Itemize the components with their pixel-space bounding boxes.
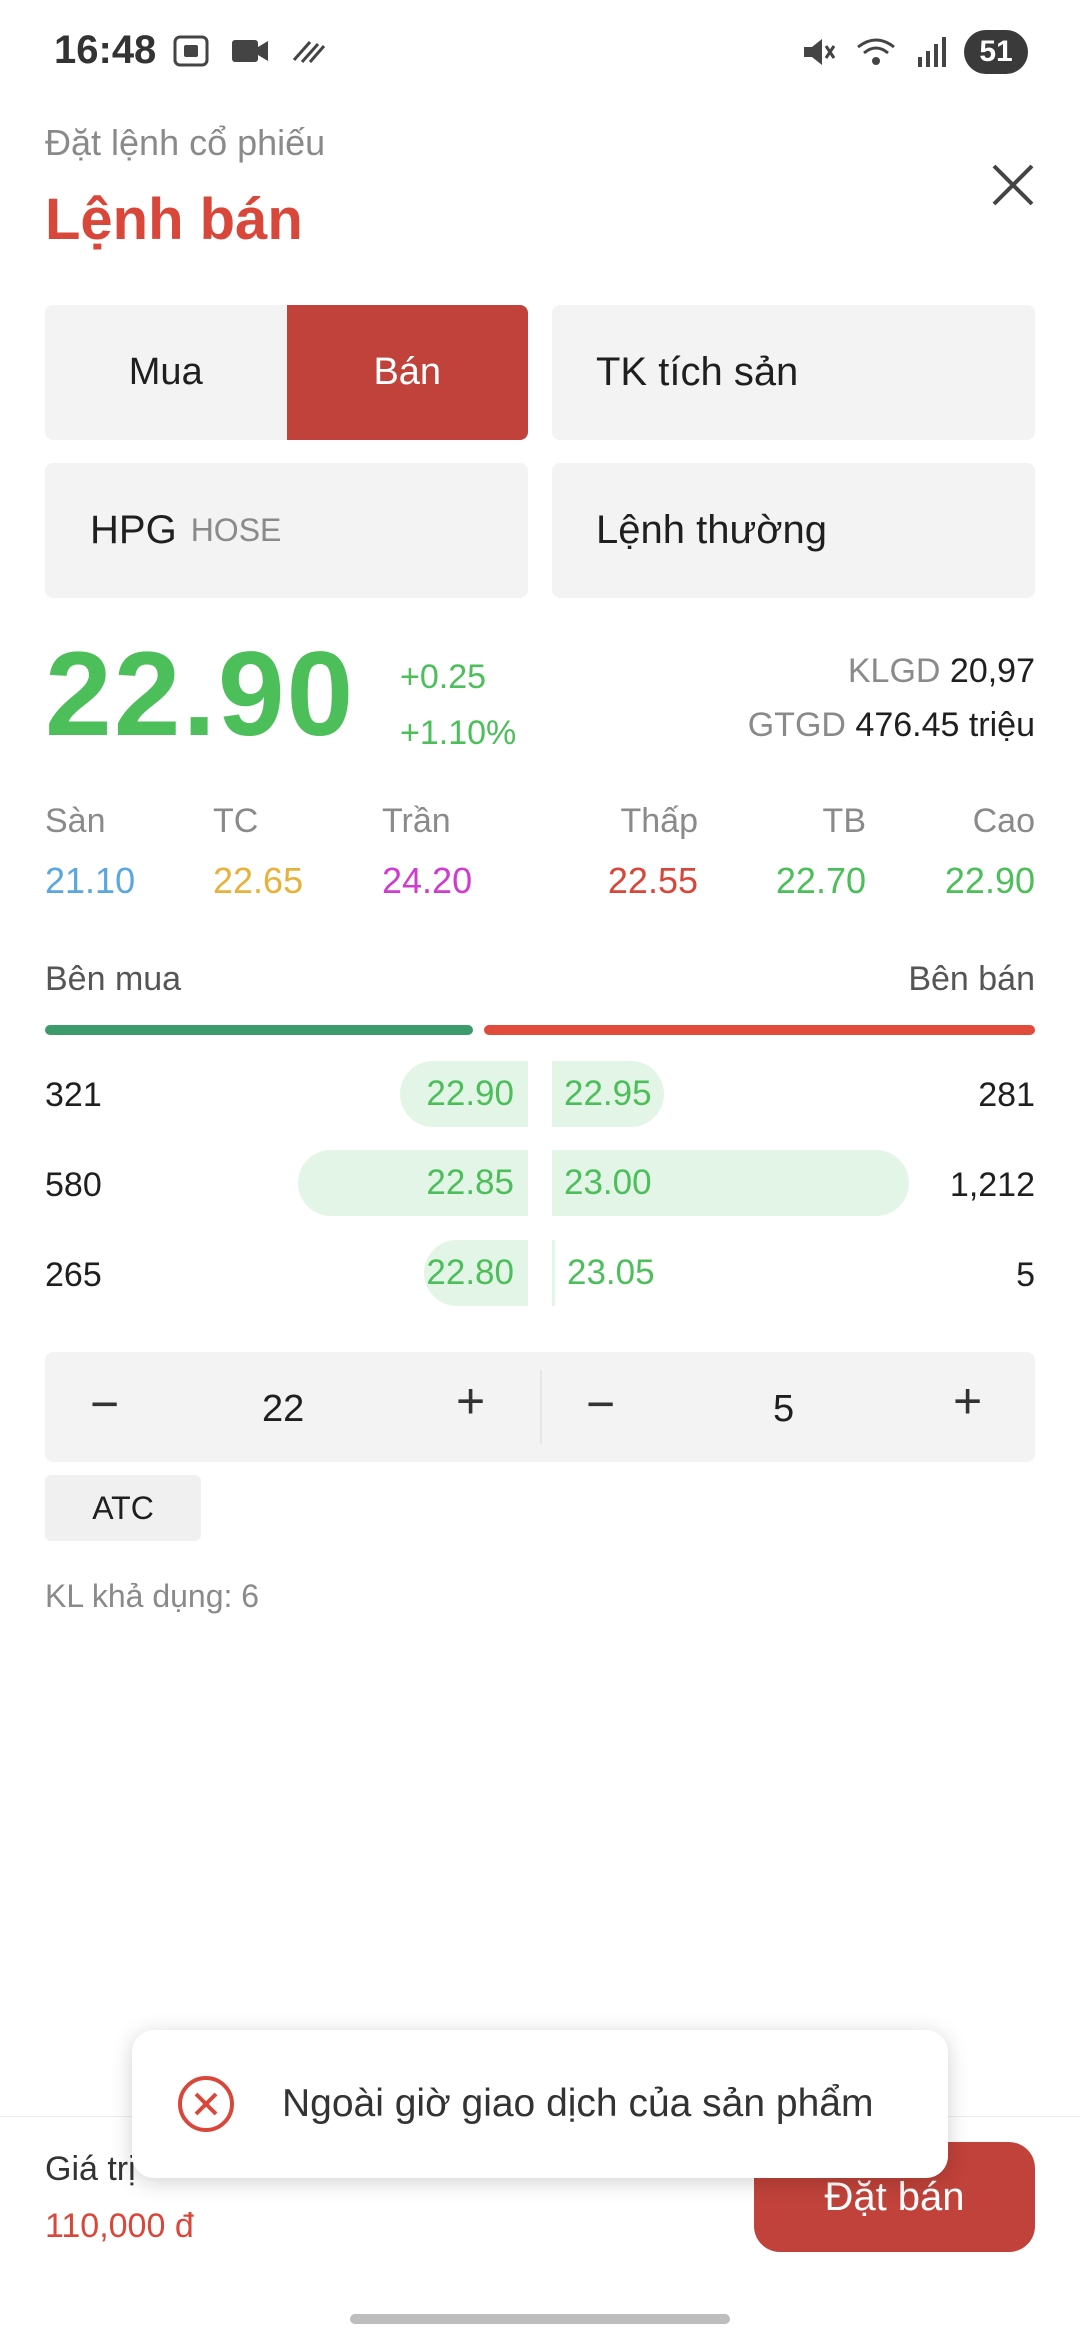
- sell-ratio-bar: [484, 1025, 1035, 1035]
- gtgd-label: GTGD: [747, 706, 846, 744]
- ref-value-floor: 21.10: [45, 860, 136, 901]
- ref-value-low: 22.55: [607, 860, 698, 901]
- sell-volume-1: 281: [978, 1076, 1035, 1114]
- gtgd-value: 476.45 triệu: [855, 706, 1035, 744]
- buy-price-2[interactable]: 22.85: [298, 1150, 528, 1216]
- atc-button[interactable]: ATC: [45, 1475, 201, 1541]
- order-value-amount: 110,000 đ: [45, 2207, 194, 2245]
- sell-volume-2: 1,212: [949, 1166, 1035, 1204]
- qty-minus-button[interactable]: −: [586, 1376, 616, 1432]
- buy-tab[interactable]: Mua: [128, 351, 203, 393]
- buy-volume-2: 580: [45, 1166, 102, 1204]
- sell-price-3[interactable]: 23.05: [552, 1240, 672, 1306]
- sell-volume-3: 5: [1016, 1256, 1035, 1294]
- error-circle-icon: [178, 2076, 234, 2132]
- symbol-code: HPG: [90, 508, 177, 552]
- klgd-label: KLGD: [847, 652, 941, 690]
- battery-indicator: 51: [964, 30, 1028, 74]
- status-icons-left: [172, 34, 326, 68]
- buy-volume-1: 321: [45, 1076, 102, 1114]
- price-input[interactable]: 22: [262, 1388, 305, 1430]
- sell-tab[interactable]: Bán: [286, 305, 528, 440]
- ref-label-high: Cao: [972, 802, 1035, 840]
- toast-message: Ngoài giờ giao dịch của sản phẩm: [282, 2082, 874, 2125]
- ref-label-low: Thấp: [620, 802, 699, 840]
- account-label: TK tích sản: [596, 350, 799, 394]
- price-plus-button[interactable]: +: [456, 1373, 486, 1429]
- ref-value-high: 22.90: [944, 860, 1035, 901]
- close-icon[interactable]: [990, 162, 1036, 208]
- buy-ratio-bar: [45, 1025, 473, 1035]
- ref-label-floor: Sàn: [45, 802, 106, 840]
- qty-input[interactable]: 5: [773, 1388, 795, 1430]
- page-subtitle: Đặt lệnh cổ phiếu: [45, 122, 326, 163]
- ref-label-ceiling: Trần: [382, 802, 451, 840]
- symbol-selector[interactable]: HPG HOSE: [45, 463, 528, 598]
- available-quantity: KL khả dụng: 6: [45, 1578, 260, 1614]
- sell-price-2[interactable]: 23.00: [552, 1150, 909, 1216]
- signal-icon: [918, 37, 946, 67]
- ref-value-ref: 22.65: [213, 860, 304, 901]
- screen-record-icon: [232, 40, 268, 62]
- price-change: +0.25: [400, 658, 487, 696]
- home-indicator[interactable]: [350, 2314, 730, 2324]
- sell-price-1[interactable]: 22.95: [552, 1061, 664, 1127]
- current-price: 22.90: [45, 627, 356, 761]
- klgd-value: 20,97: [949, 652, 1035, 690]
- buy-volume-3: 265: [45, 1256, 102, 1294]
- ref-label-ref: TC: [213, 802, 259, 840]
- volume-info: KLGD 20,97: [848, 652, 1035, 691]
- ref-value-avg: 22.70: [775, 860, 866, 901]
- order-type-selector[interactable]: Lệnh thường: [552, 463, 1035, 598]
- account-selector[interactable]: TK tích sản: [552, 305, 1035, 440]
- qty-plus-button[interactable]: +: [953, 1373, 983, 1429]
- sync-icon: [292, 41, 326, 63]
- wifi-icon: [857, 38, 895, 65]
- page-title: Lệnh bán: [45, 187, 303, 252]
- error-toast: Ngoài giờ giao dịch của sản phẩm: [132, 2030, 948, 2178]
- sell-side-label: Bên bán: [908, 960, 1035, 998]
- buy-side-label: Bên mua: [45, 960, 182, 998]
- value-info: GTGD 476.45 triệu: [748, 706, 1035, 745]
- stepper-divider: [540, 1370, 542, 1444]
- status-icons-right: 51: [800, 30, 1028, 74]
- screenshot-icon: [173, 35, 209, 67]
- price-minus-button[interactable]: −: [90, 1376, 120, 1432]
- buy-price-1[interactable]: 22.90: [400, 1061, 528, 1127]
- order-type-label: Lệnh thường: [596, 508, 827, 552]
- ref-label-avg: TB: [822, 802, 866, 840]
- price-change-pct: +1.10%: [400, 714, 517, 752]
- mute-icon: [804, 39, 836, 65]
- order-value-label: Giá trị: [45, 2150, 136, 2188]
- buy-price-3[interactable]: 22.80: [424, 1240, 528, 1306]
- symbol-exchange: HOSE: [190, 512, 282, 548]
- order-side-toggle: Mua Bán: [45, 305, 528, 440]
- status-time: 16:48: [54, 28, 157, 72]
- ref-value-ceiling: 24.20: [382, 860, 473, 901]
